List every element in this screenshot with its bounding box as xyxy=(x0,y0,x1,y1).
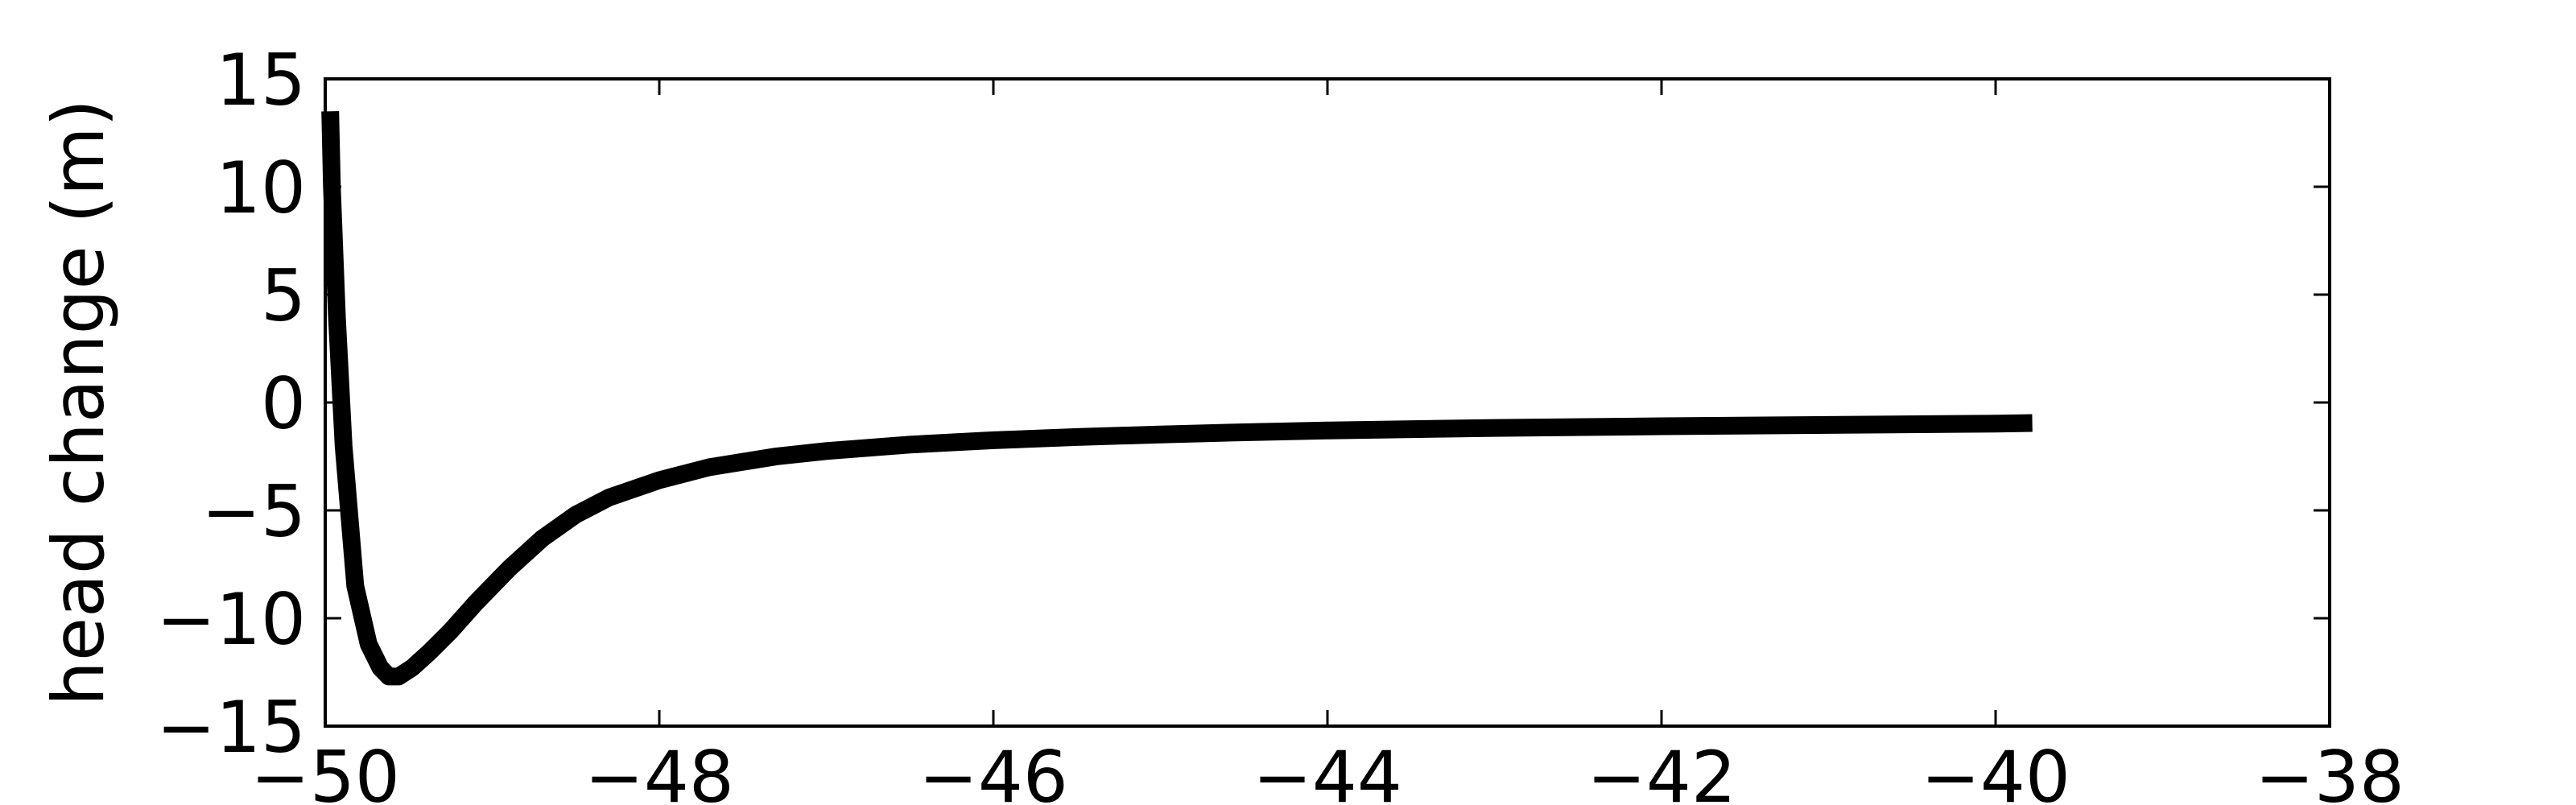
plot-content xyxy=(321,110,2033,686)
series-line-0 xyxy=(321,110,2033,686)
plot-frame xyxy=(324,77,2331,728)
x-tick-label: −44 xyxy=(1253,736,1402,805)
y-tick-label: −10 xyxy=(156,578,306,661)
y-tick-label: 5 xyxy=(261,254,306,337)
y-axis: −15 −10 −5 0 5 10 15 xyxy=(156,39,2330,769)
x-tick-label: −38 xyxy=(2255,736,2405,805)
x-tick-label: −40 xyxy=(1921,736,2070,805)
y-tick-label: −5 xyxy=(201,470,306,553)
x-tick-label: −48 xyxy=(584,736,734,805)
y-tick-label: 10 xyxy=(216,147,306,229)
x-axis: −50 −48 −46 −44 −42 −40 −38 xyxy=(250,79,2405,805)
y-tick-label: 0 xyxy=(261,362,306,445)
x-tick-label: −50 xyxy=(250,736,400,805)
x-tick-label: −42 xyxy=(1587,736,1736,805)
y-axis-title: head change (m) xyxy=(37,99,120,706)
y-tick-label: −15 xyxy=(156,686,306,769)
x-tick-label: −46 xyxy=(919,736,1068,805)
y-tick-label: 15 xyxy=(216,39,306,122)
